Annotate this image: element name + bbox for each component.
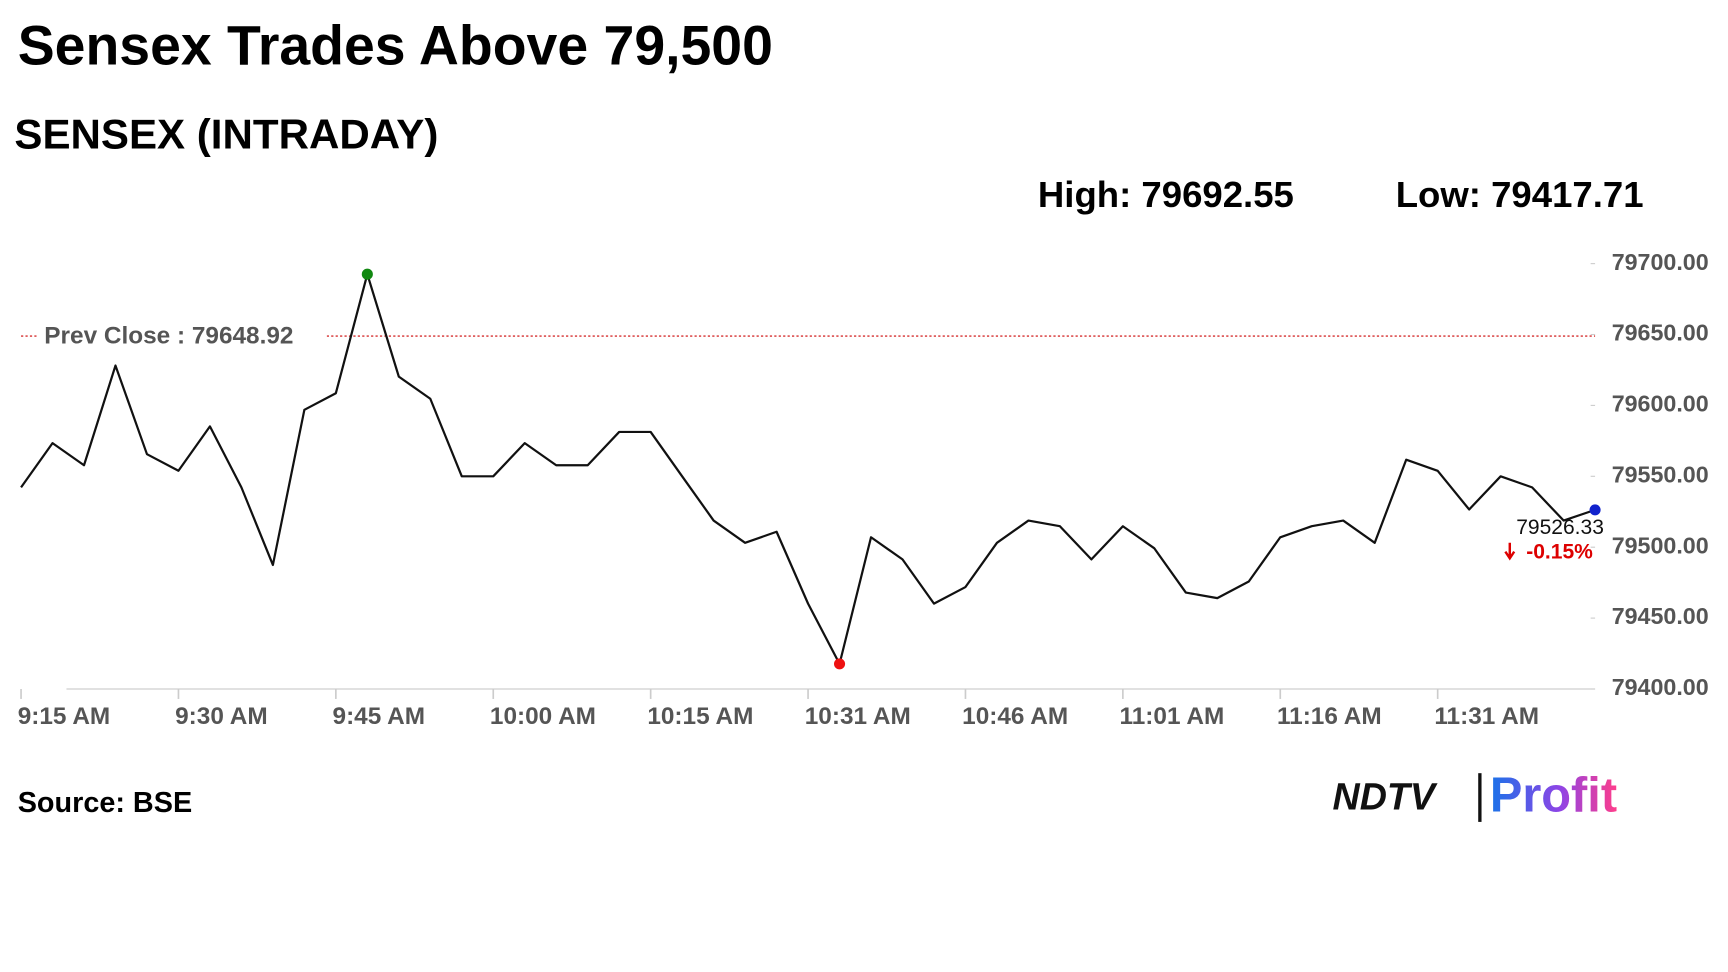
x-tick-label: 9:15 AM — [18, 703, 111, 730]
change-arrow — [1504, 542, 1516, 561]
x-tick-label: 11:01 AM — [1120, 703, 1225, 730]
y-tick-label: 79500.00 — [1612, 532, 1709, 558]
y-tick-label: 79600.00 — [1612, 391, 1709, 417]
y-tick-label: 79700.00 — [1612, 249, 1709, 275]
y-tick-label: 79550.00 — [1612, 461, 1709, 487]
brand-product: Profit — [1490, 769, 1617, 823]
x-tick-label: 11:16 AM — [1277, 703, 1382, 730]
change-label: -0.15% — [1526, 540, 1593, 563]
high-marker — [361, 268, 373, 280]
price-line — [20, 273, 1596, 665]
last-value-label: 79526.33 — [1516, 516, 1604, 539]
prev-close-label: Prev Close : 79648.92 — [44, 323, 293, 350]
y-tick-label: 79450.00 — [1612, 603, 1709, 629]
x-tick-label: 11:31 AM — [1434, 703, 1539, 730]
low-marker — [834, 658, 846, 670]
x-tick-label: 10:46 AM — [962, 703, 1068, 730]
x-tick-label: 10:31 AM — [805, 703, 911, 730]
y-tick-label: 79400.00 — [1612, 674, 1709, 700]
plot-area: 79400.00 79450.00 79500.00 79550.00 79600.00… — [18, 249, 1709, 730]
y-tick-label: 79650.00 — [1612, 320, 1709, 346]
source: Source: BSE — [18, 787, 192, 819]
last-marker — [1589, 504, 1601, 516]
x-tick-label: 10:15 AM — [647, 703, 753, 730]
brand-name: NDTV — [1333, 776, 1438, 818]
prev-close-label-bg — [36, 320, 327, 352]
low-label: Low: 79417.71 — [1396, 174, 1644, 215]
x-tick-label: 10:00 AM — [490, 703, 596, 730]
x-tick-label: 9:45 AM — [333, 703, 426, 730]
chart-subtitle: SENSEX (INTRADAY) — [14, 110, 438, 157]
x-tick-label: 9:30 AM — [175, 703, 268, 730]
chart-title: Sensex Trades Above 79,500 — [18, 14, 773, 76]
high-label: High: 79692.55 — [1038, 174, 1294, 215]
